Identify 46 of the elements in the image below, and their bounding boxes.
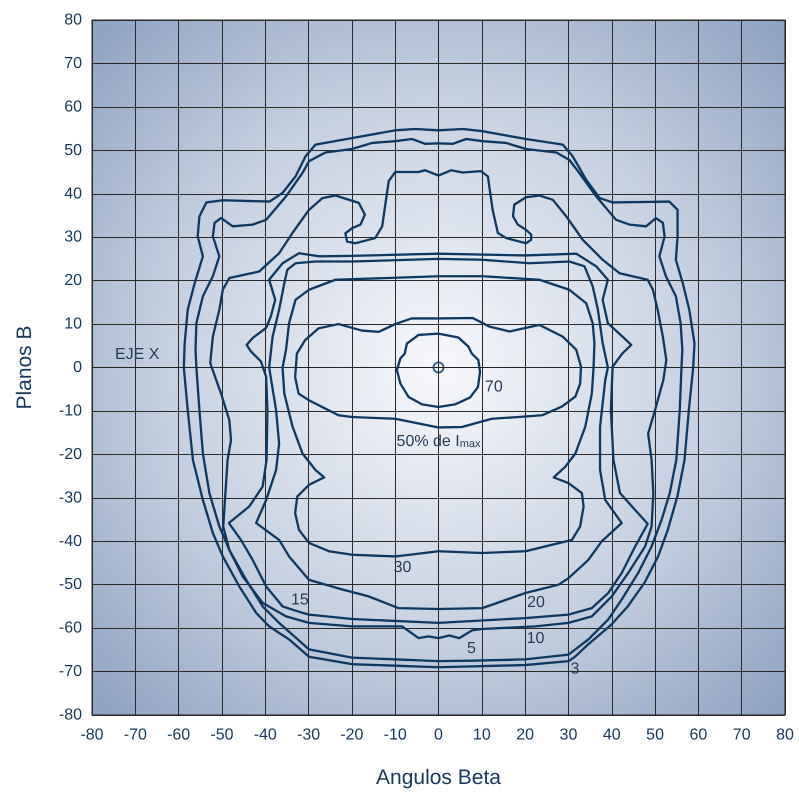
y-tick-label: 70: [64, 54, 82, 72]
line-series: [396, 332, 482, 408]
x-tick-label: -60: [167, 726, 190, 744]
series-label: 10: [526, 630, 545, 647]
y-tick-label: -80: [58, 706, 82, 724]
x-tick-label: -30: [297, 726, 320, 744]
line-series: [294, 316, 582, 429]
y-tick-label: 20: [64, 272, 82, 290]
y-tick-label: 40: [64, 185, 82, 202]
y-tick-label: -30: [58, 489, 82, 506]
x-tick-label: 10: [472, 726, 491, 744]
x-tick-label: 30: [560, 726, 578, 744]
x-tick-label: -10: [384, 726, 407, 744]
series-label: 5: [466, 640, 476, 658]
x-tick-label: -80: [80, 726, 104, 744]
y-tick-label: -60: [58, 620, 82, 637]
x-tick-label: -50: [210, 726, 234, 744]
x-tick-label: 40: [602, 726, 621, 744]
line-series: [255, 258, 623, 610]
y-tick-label: 80: [64, 12, 82, 28]
y-axis-title: Planos B: [13, 325, 36, 410]
y-tick-label: 10: [64, 316, 82, 333]
x-tick-label: 0: [434, 726, 444, 744]
series-label: 70: [484, 378, 503, 396]
x-axis-title: Angulos Beta: [376, 766, 502, 789]
y-tick-label: -20: [58, 446, 82, 463]
x-tick-label: -20: [340, 726, 364, 744]
y-tick-label: -70: [58, 663, 82, 680]
y-tick-label: -10: [58, 402, 82, 420]
x-tick-label: -70: [124, 726, 147, 744]
x-tick-label: 70: [732, 726, 751, 744]
x-tick-label: 20: [516, 726, 534, 744]
x-tick-label: 50: [646, 726, 664, 744]
x-tick-label: -40: [254, 726, 277, 744]
y-tick-label: -40: [58, 532, 82, 550]
y-tick-label: 50: [64, 142, 82, 159]
series-label: 20: [527, 594, 545, 611]
line-series: [228, 252, 649, 624]
x-tick-label: 80: [776, 726, 794, 744]
y-tick-label: -50: [58, 576, 82, 594]
y-tick-label: 60: [64, 98, 82, 116]
x-tick-label: 60: [689, 726, 708, 744]
line-series: [281, 275, 596, 558]
y-tick-label: 0: [73, 359, 82, 376]
y-tick-label: 30: [64, 228, 82, 246]
series-label: 15: [291, 592, 309, 609]
